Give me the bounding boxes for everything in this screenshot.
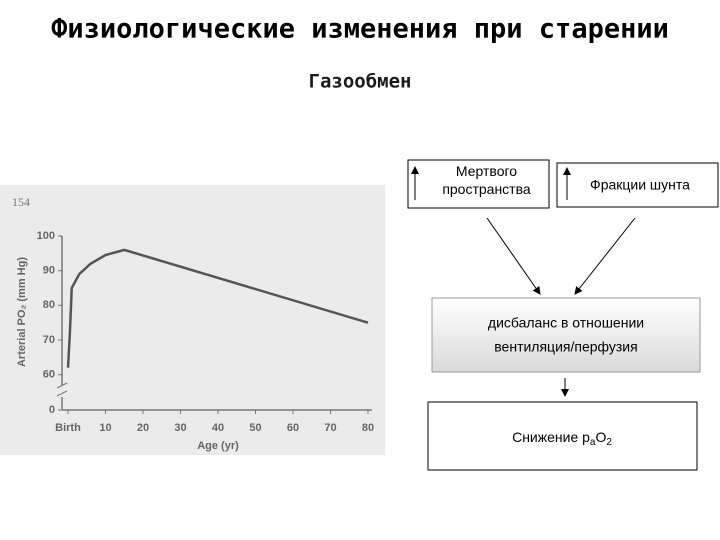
imbalance-label: дисбаланс в отношении: [488, 315, 644, 331]
box: [556, 162, 719, 208]
x-axis-label: Age (yr): [197, 440, 239, 452]
imbalance-label: вентиляция/перфузия: [494, 339, 637, 355]
shunt-label: Фракции шунта: [590, 177, 690, 193]
y-tick-label: 70: [43, 334, 55, 346]
box: [427, 401, 698, 471]
subscript: a: [590, 437, 596, 448]
x-tick-label: 30: [174, 422, 186, 434]
x-tick-label: 50: [249, 422, 261, 434]
subscript: 2: [606, 437, 612, 448]
x-tick-label: 40: [212, 422, 224, 434]
y-tick-label: 80: [43, 299, 55, 311]
axis-break: [56, 382, 68, 389]
slide-subtitle: Газообмен: [309, 71, 412, 93]
page-number: 154: [12, 195, 30, 209]
text-part: Снижение p: [512, 429, 590, 445]
decrease-label: Снижение paO2: [512, 429, 612, 448]
arrow: [574, 217, 636, 295]
data-line: [66, 248, 369, 368]
y-axis-label: Arterial PO₂ (mm Hg): [16, 257, 28, 367]
box: [431, 297, 701, 373]
x-tick-label: 10: [99, 422, 111, 434]
y-tick-label: 100: [37, 230, 55, 242]
box-text-holder: Мертвого пространства: [442, 163, 531, 197]
x-tick-label: 20: [137, 422, 149, 434]
text-part: O: [595, 429, 606, 445]
arrow: [486, 217, 541, 295]
y-tick-label: 0: [49, 404, 55, 416]
x-tick-label: 80: [362, 422, 374, 434]
box: [407, 159, 550, 209]
slide-title: Физиологические изменения при старении: [51, 14, 669, 45]
x-tick-label: 60: [287, 422, 299, 434]
x-tick-label: 70: [324, 422, 336, 434]
axis-break: [56, 390, 68, 397]
dead-space-label: Мертвого пространства: [442, 163, 531, 197]
chart-background: [0, 185, 385, 455]
y-tick-label: 60: [43, 369, 55, 381]
y-tick-label: 90: [43, 265, 55, 277]
chart: 154 0 60 70 80 90 100 Birth 10 20 30 40 50 60 70 80 Age…: [0, 185, 385, 455]
x-tick-label: Birth: [55, 422, 81, 434]
